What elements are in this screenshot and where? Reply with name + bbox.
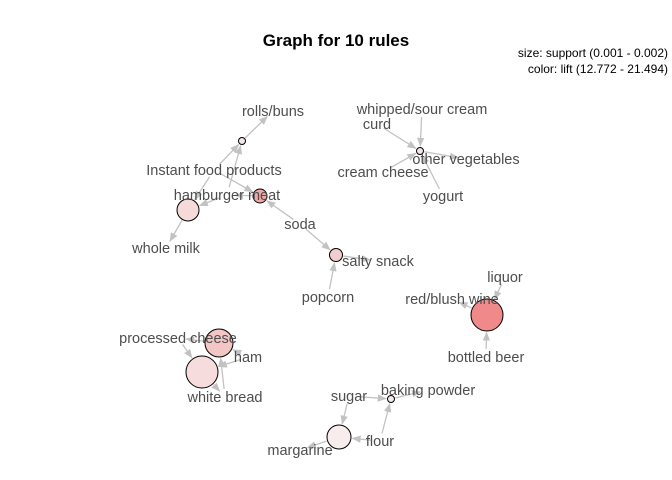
item-label-red-blush-wine: red/blush wine [405, 292, 499, 308]
edge-rule4-to-salty_snack [343, 255, 371, 263]
rule-node-3 [176, 198, 200, 222]
rule-node-10 [326, 424, 352, 450]
edge-rule3-to-whole_milk [169, 220, 183, 242]
edge-rule1-to-hamburger_meat [234, 191, 253, 200]
item-label-hamburger-meat: hamburger meat [174, 188, 280, 204]
item-label-margarine: margarine [267, 443, 332, 459]
edge-rule8-to-white_bread [211, 382, 221, 392]
edge-hamburger_meat-to-rule2 [228, 144, 242, 188]
edge-instant_food-to-rule1 [220, 173, 254, 193]
item-label-bottled-beer: bottled beer [448, 350, 525, 366]
item-label-ham: ham [234, 350, 262, 366]
item-label-curd: curd [363, 117, 391, 133]
rule-node-9 [387, 395, 395, 403]
item-label-flour: flour [366, 434, 394, 450]
rule-node-4 [329, 248, 343, 262]
legend-size: size: support (0.001 - 0.002) [518, 46, 668, 60]
edge-hamburger_meat-to-rule3 [198, 197, 220, 207]
edge-instant_food-to-rule2 [219, 143, 240, 165]
edge-sugar-to-rule9 [356, 394, 387, 402]
item-label-soda: soda [284, 217, 316, 233]
graph-title: Graph for 10 rules [263, 31, 409, 50]
edge-white_bread-to-rule7 [217, 357, 226, 390]
rule-node-7 [204, 328, 234, 358]
edge-soda-to-rule1 [266, 200, 294, 220]
item-label-instant-food: Instant food products [146, 163, 281, 179]
item-label-yogurt: yogurt [423, 189, 463, 205]
edge-rule5-to-other_vegetables [424, 151, 460, 160]
item-label-white-bread: white bread [187, 390, 263, 406]
rule-node-6 [470, 298, 504, 332]
edge-yogurt-to-rule5 [421, 154, 440, 190]
edge-rule2-to-rolls_buns [244, 115, 268, 139]
item-label-baking-powder: baking powder [381, 383, 475, 399]
rule-node-8 [185, 355, 219, 389]
legend-color: color: lift (12.772 - 21.494) [528, 62, 668, 76]
edge-flour-to-rule9 [381, 402, 392, 434]
edge-instant_food-to-rule3 [194, 176, 211, 201]
edges-layer [169, 115, 503, 449]
edge-popcorn-to-rule4 [328, 261, 337, 290]
edge-flour-to-rule10 [351, 435, 373, 443]
rule-node-1 [252, 188, 268, 204]
edge-rule7-to-processed_cheese [185, 336, 205, 344]
item-label-whole-milk: whole milk [131, 241, 200, 257]
item-label-rolls-buns: rolls/buns [242, 104, 304, 120]
edge-liquor-to-rule6 [493, 283, 503, 301]
edge-ham-to-rule7 [232, 349, 242, 357]
edge-cream_cheese-to-rule5 [389, 152, 417, 169]
item-label-whipped-sour-cream: whipped/sour cream [356, 102, 488, 118]
rule-node-2 [238, 137, 246, 145]
edge-whipped_sour_cream-to-rule5 [416, 116, 425, 147]
rule-nodes-layer [176, 137, 504, 450]
item-labels-layer: rolls/buns Instant food products hamburger… [119, 102, 524, 459]
item-label-sugar: sugar [331, 389, 367, 405]
item-label-salty-snack: salty snack [342, 254, 414, 270]
edge-processed_cheese-to-rule8 [182, 344, 193, 359]
item-label-other-vegetables: other vegetables [412, 152, 519, 168]
edge-rule9-to-baking_powder [395, 390, 422, 399]
item-label-popcorn: popcorn [302, 290, 354, 306]
edge-ham-to-rule8 [217, 358, 241, 368]
edge-soda-to-rule4 [305, 228, 331, 251]
edge-rule10-to-margarine [306, 440, 327, 449]
item-label-cream-cheese: cream cheese [337, 165, 428, 181]
edge-curd-to-rule5 [383, 127, 417, 149]
item-label-liquor: liquor [487, 270, 523, 286]
edge-rule6-to-red_blush_wine [458, 301, 472, 310]
item-label-processed-cheese: processed cheese [119, 331, 237, 347]
edge-sugar-to-rule10 [340, 403, 348, 425]
rule-node-5 [416, 147, 424, 155]
